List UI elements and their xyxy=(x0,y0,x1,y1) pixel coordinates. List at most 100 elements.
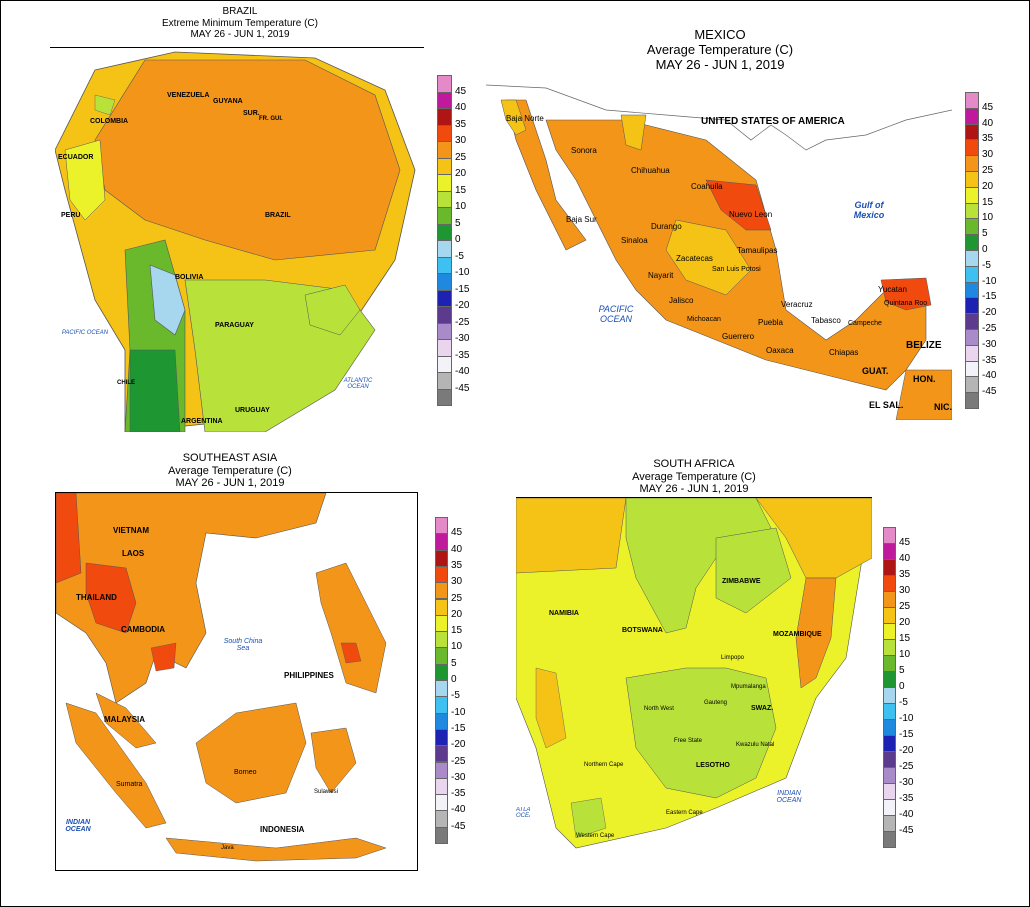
seasia-label-thailand: THAILAND xyxy=(76,593,117,602)
seasia-label-indonesia: INDONESIA xyxy=(260,825,305,834)
legend-tick-label: 30 xyxy=(451,576,463,588)
mexico-title-variable: Average Temperature (C) xyxy=(646,41,794,57)
legend-tick-label: -45 xyxy=(451,820,466,832)
legend-swatch xyxy=(965,92,979,109)
legend-tick-label: -10 xyxy=(982,275,997,287)
legend-tick-label: 5 xyxy=(451,657,457,669)
legend-tick-label: 5 xyxy=(455,217,461,229)
safrica-title: SOUTH AFRICA Average Temperature (C) MAY… xyxy=(594,458,794,496)
legend-tick-label: -5 xyxy=(451,690,460,702)
brazil-label-paraguay: PARAGUAY xyxy=(215,322,254,329)
legend-swatch xyxy=(965,202,979,220)
mexico-label-sonora: Sonora xyxy=(571,146,597,155)
legend-swatch xyxy=(883,575,896,592)
brazil-title-variable: Extreme Minimum Temperature (C) xyxy=(162,17,318,29)
legend-swatch xyxy=(435,549,448,567)
legend-swatch xyxy=(965,139,979,157)
brazil-label-guyana: GUYANA xyxy=(213,98,243,105)
legend-swatch xyxy=(965,329,979,346)
legend-tick-label: -10 xyxy=(451,706,466,718)
legend-tick-label: 0 xyxy=(899,681,905,692)
legend-tick-label: 40 xyxy=(455,102,467,113)
legend-tick-label: -40 xyxy=(982,370,997,382)
safrica-label-mozambique: MOZAMBIQUE xyxy=(773,631,822,638)
legend-swatch xyxy=(435,680,448,698)
legend-tick-label: 0 xyxy=(455,234,461,245)
legend-tick-label: -35 xyxy=(451,788,466,800)
legend-swatch xyxy=(435,745,448,763)
brazil-map-svg xyxy=(55,50,425,432)
mexico-label-sinaloa: Sinaloa xyxy=(621,236,648,245)
safrica-label-swaziland: SWAZ. xyxy=(751,705,774,712)
mexico-label-nuevo-leon: Nuevo Leon xyxy=(729,210,773,219)
legend-swatch xyxy=(965,360,979,378)
legend-swatch xyxy=(965,218,979,236)
safrica-label-gauteng: Gauteng xyxy=(704,700,728,706)
legend-swatch xyxy=(965,313,979,330)
legend-tick-label: -20 xyxy=(451,739,466,751)
legend-swatch xyxy=(437,273,452,291)
legend-swatch xyxy=(437,240,452,258)
mexico-label-tabasco: Tabasco xyxy=(811,316,841,325)
legend-tick-label: 30 xyxy=(899,585,911,596)
legend-tick-label: -15 xyxy=(982,291,997,303)
legend-tick-label: 5 xyxy=(982,228,988,240)
legend-tick-label: -30 xyxy=(982,338,997,350)
legend-swatch xyxy=(435,631,448,649)
safrica-label-north-west: North West xyxy=(644,706,674,712)
legend-swatch xyxy=(965,281,979,299)
legend-swatch xyxy=(883,831,896,848)
mexico-title: MEXICO Average Temperature (C) MAY 26 - … xyxy=(590,27,850,73)
legend-swatch xyxy=(437,91,452,109)
mexico-label-guerrero: Guerrero xyxy=(722,332,755,341)
legend-tick-label: -20 xyxy=(899,745,914,756)
legend-swatch xyxy=(965,297,979,315)
legend-tick-label: -5 xyxy=(899,697,908,708)
legend-swatch xyxy=(437,289,452,307)
legend-swatch xyxy=(965,265,979,283)
legend-tick-label: -45 xyxy=(899,825,914,836)
seasia-label-malaysia-w: MALAYSIA xyxy=(104,715,146,724)
legend-swatch xyxy=(965,123,979,141)
legend-tick-label: 5 xyxy=(899,665,905,676)
legend-tick-label: 10 xyxy=(455,201,467,212)
legend-tick-label: -40 xyxy=(451,804,466,816)
legend-swatch xyxy=(437,190,452,208)
mexico-label-belize: BELIZE xyxy=(906,340,942,351)
legend-swatch xyxy=(435,712,448,730)
legend-tick-label: -25 xyxy=(451,755,466,767)
mexico-label-michoacan: Michoacan xyxy=(687,316,721,323)
safrica-title-rule xyxy=(516,497,872,498)
legend-tick-label: 25 xyxy=(982,165,994,176)
safrica-title-dates: MAY 26 - JUN 1, 2019 xyxy=(639,483,749,496)
brazil-label-colombia: COLOMBIA xyxy=(90,118,129,125)
brazil-label-argentina: ARGENTINA xyxy=(181,418,223,425)
mexico-label-veracruz: Veracruz xyxy=(781,300,813,309)
legend-swatch xyxy=(883,703,896,720)
legend-tick-label: 45 xyxy=(455,85,467,97)
brazil-label-peru: PERU xyxy=(61,212,81,219)
legend-tick-label: 40 xyxy=(899,553,911,564)
legend-swatch xyxy=(883,783,896,800)
mexico-label-guatemala: GUAT. xyxy=(862,366,889,376)
seasia-label-cambodia: CAMBODIA xyxy=(121,625,165,634)
brazil-label-suriname: SUR. xyxy=(243,110,260,117)
seasia-label-borneo: Borneo xyxy=(234,769,257,776)
legend-tick-label: -10 xyxy=(455,267,470,278)
legend-swatch xyxy=(965,344,979,362)
mexico-label-puebla: Puebla xyxy=(758,318,783,327)
brazil-title-rule xyxy=(50,47,424,48)
legend-swatch xyxy=(883,671,896,688)
legend-tick-label: -10 xyxy=(899,713,914,724)
mexico-map: UNITED STATES OF AMERICA Sonora Chihuahu… xyxy=(486,80,952,420)
mexico-label-chihuahua: Chihuahua xyxy=(631,166,670,175)
mexico-label-chiapas: Chiapas xyxy=(829,348,859,357)
legend-swatch xyxy=(435,810,448,828)
mexico-label-jalisco: Jalisco xyxy=(669,296,694,305)
legend-tick-label: -40 xyxy=(899,809,914,820)
legend-tick-label: 45 xyxy=(451,527,463,539)
legend-swatch xyxy=(435,777,448,796)
safrica-label-western-cape: Western Cape xyxy=(576,833,615,839)
legend-swatch xyxy=(435,598,448,616)
safrica-label-northern-cape: Northern Cape xyxy=(584,762,624,768)
